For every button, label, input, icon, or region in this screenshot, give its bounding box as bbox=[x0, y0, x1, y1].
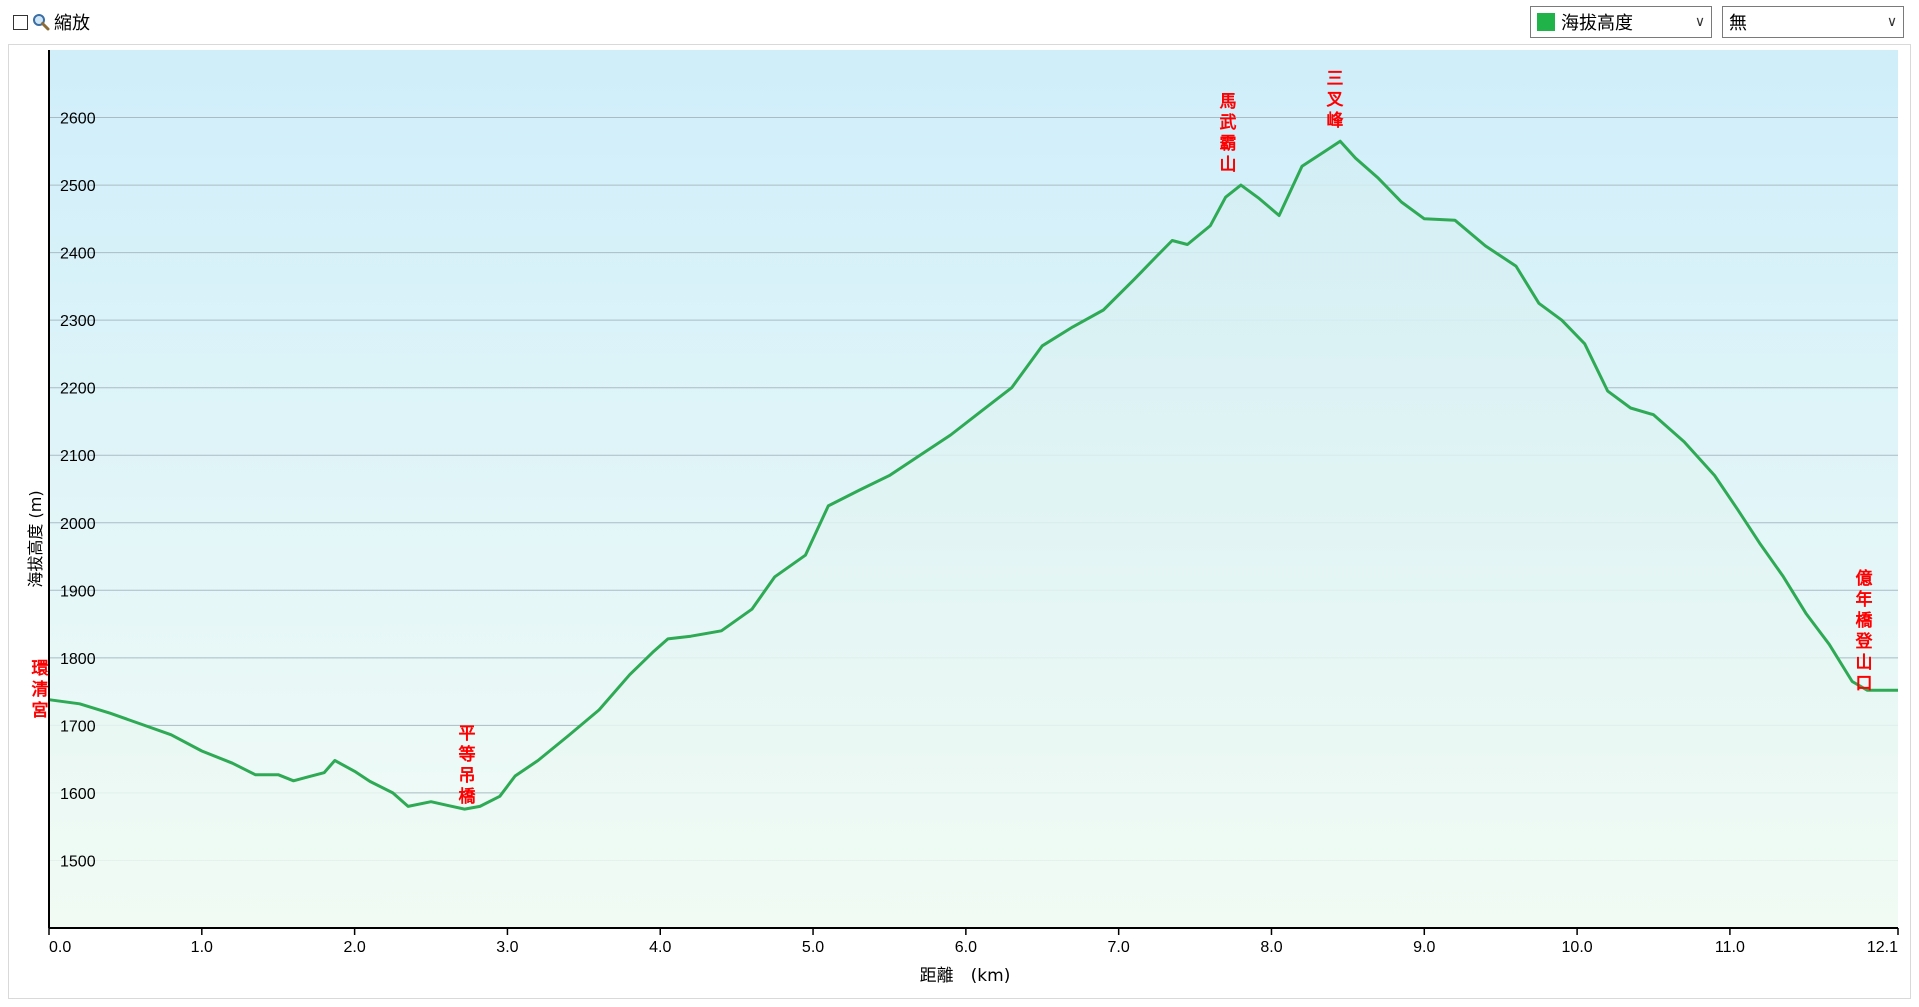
series-select-value: 海拔高度 bbox=[1561, 13, 1633, 34]
elevation-area bbox=[49, 141, 1898, 928]
y-tick-label: 1900 bbox=[60, 583, 96, 600]
x-tick-label: 10.0 bbox=[1562, 939, 1593, 956]
y-tick-label: 2500 bbox=[60, 178, 96, 195]
x-tick-label: 2.0 bbox=[343, 939, 365, 956]
y-tick-label: 2200 bbox=[60, 381, 96, 398]
chevron-down-icon: ∨ bbox=[1886, 14, 1898, 30]
x-axis-label: 距離 (km) bbox=[920, 966, 1011, 986]
series-select[interactable]: 海拔高度 ∨ bbox=[1530, 6, 1712, 38]
x-tick-label: 7.0 bbox=[1108, 939, 1130, 956]
x-tick-label: 1.0 bbox=[191, 939, 213, 956]
x-tick-label: 12.1 bbox=[1867, 939, 1898, 956]
y-tick-label: 2000 bbox=[60, 516, 96, 533]
zoom-toggle[interactable]: 縮放 bbox=[13, 9, 90, 35]
y-tick-label: 2400 bbox=[60, 246, 96, 263]
x-tick-labels: 0.0 1.0 2.0 3.0 4.0 5.0 6.0 7.0 8.0 9.0 10.0 11.0 12… bbox=[48, 928, 1899, 956]
y-tick-label: 1600 bbox=[60, 786, 96, 803]
axes bbox=[48, 50, 1898, 929]
elevation-line bbox=[48, 139, 1898, 811]
waypoint-label: 三叉峰 bbox=[1326, 69, 1345, 131]
x-tick-label: 0.0 bbox=[49, 939, 71, 956]
chevron-down-icon: ∨ bbox=[1694, 14, 1706, 30]
x-tick-label: 5.0 bbox=[802, 939, 824, 956]
y-axis-label: 海拔高度 (m) bbox=[26, 490, 45, 587]
x-tick-label: 6.0 bbox=[955, 939, 977, 956]
y-tick-label: 2100 bbox=[60, 448, 96, 465]
y-tick-label: 1500 bbox=[60, 853, 96, 870]
zoom-checkbox[interactable] bbox=[13, 14, 28, 30]
waypoint-label: 億年橋登山口 bbox=[1855, 568, 1874, 694]
x-tick-label: 4.0 bbox=[649, 939, 671, 956]
x-tick-label: 3.0 bbox=[496, 939, 518, 956]
series-color-swatch bbox=[1537, 13, 1555, 31]
elevation-chart-svg: 1500 1600 1700 1800 1900 2000 2100 2200 2300 2400… bbox=[26, 50, 1899, 986]
zoom-label: 縮放 bbox=[54, 13, 90, 34]
chart-toolbar: 縮放 海拔高度 ∨ 無 ∨ bbox=[0, 0, 1919, 44]
x-tick-label: 8.0 bbox=[1260, 939, 1282, 956]
x-tick-label: 9.0 bbox=[1413, 939, 1435, 956]
magnifier-icon bbox=[33, 14, 50, 31]
waypoint-label: 馬武霸山 bbox=[1220, 92, 1237, 175]
secondary-select-value: 無 bbox=[1729, 13, 1747, 34]
waypoint-label: 平等吊橋 bbox=[459, 724, 477, 807]
y-tick-label: 2300 bbox=[60, 313, 96, 330]
x-tick-label: 11.0 bbox=[1715, 939, 1745, 956]
secondary-series-select[interactable]: 無 ∨ bbox=[1722, 6, 1904, 38]
waypoint-label: 環清宮 bbox=[32, 659, 50, 721]
y-tick-label: 2600 bbox=[60, 111, 96, 128]
y-tick-labels: 1500 1600 1700 1800 1900 2000 2100 2200 2300 2400… bbox=[60, 111, 96, 871]
y-tick-label: 1700 bbox=[60, 718, 96, 735]
elevation-chart: 1500 1600 1700 1800 1900 2000 2100 2200 2300 2400… bbox=[0, 44, 1919, 1007]
y-tick-label: 1800 bbox=[60, 651, 96, 668]
